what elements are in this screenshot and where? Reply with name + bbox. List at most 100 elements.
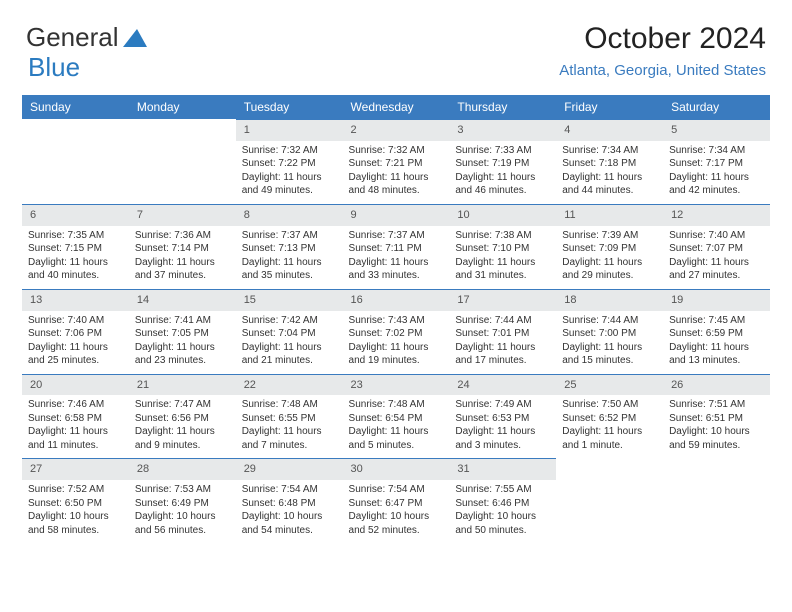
day-cell xyxy=(556,458,663,543)
day-number: 1 xyxy=(236,119,343,141)
day-body: Sunrise: 7:53 AMSunset: 6:49 PMDaylight:… xyxy=(129,480,236,543)
day-cell: 13Sunrise: 7:40 AMSunset: 7:06 PMDayligh… xyxy=(22,289,129,374)
day-cell: 28Sunrise: 7:53 AMSunset: 6:49 PMDayligh… xyxy=(129,458,236,543)
day-body: Sunrise: 7:55 AMSunset: 6:46 PMDaylight:… xyxy=(449,480,556,543)
day-number: 4 xyxy=(556,119,663,141)
day-cell: 24Sunrise: 7:49 AMSunset: 6:53 PMDayligh… xyxy=(449,374,556,459)
logo-text2: Blue xyxy=(28,52,80,83)
day-cell xyxy=(663,458,770,543)
week-row: 1Sunrise: 7:32 AMSunset: 7:22 PMDaylight… xyxy=(22,119,770,204)
day-number: 12 xyxy=(663,204,770,226)
day-cell xyxy=(22,119,129,204)
day-number: 11 xyxy=(556,204,663,226)
logo: General xyxy=(26,22,147,53)
day-cell: 17Sunrise: 7:44 AMSunset: 7:01 PMDayligh… xyxy=(449,289,556,374)
day-header: Thursday xyxy=(449,95,556,119)
day-header: Friday xyxy=(556,95,663,119)
day-cell: 11Sunrise: 7:39 AMSunset: 7:09 PMDayligh… xyxy=(556,204,663,289)
month-title: October 2024 xyxy=(559,22,766,56)
day-body: Sunrise: 7:46 AMSunset: 6:58 PMDaylight:… xyxy=(22,395,129,458)
day-body: Sunrise: 7:38 AMSunset: 7:10 PMDaylight:… xyxy=(449,226,556,289)
day-cell: 18Sunrise: 7:44 AMSunset: 7:00 PMDayligh… xyxy=(556,289,663,374)
day-body: Sunrise: 7:33 AMSunset: 7:19 PMDaylight:… xyxy=(449,141,556,204)
day-cell: 5Sunrise: 7:34 AMSunset: 7:17 PMDaylight… xyxy=(663,119,770,204)
day-number: 10 xyxy=(449,204,556,226)
day-number: 21 xyxy=(129,374,236,396)
day-number: 17 xyxy=(449,289,556,311)
day-body: Sunrise: 7:39 AMSunset: 7:09 PMDaylight:… xyxy=(556,226,663,289)
day-number: 7 xyxy=(129,204,236,226)
day-cell: 10Sunrise: 7:38 AMSunset: 7:10 PMDayligh… xyxy=(449,204,556,289)
day-number: 26 xyxy=(663,374,770,396)
day-cell: 20Sunrise: 7:46 AMSunset: 6:58 PMDayligh… xyxy=(22,374,129,459)
day-cell xyxy=(129,119,236,204)
week-row: 20Sunrise: 7:46 AMSunset: 6:58 PMDayligh… xyxy=(22,374,770,459)
title-block: October 2024 Atlanta, Georgia, United St… xyxy=(559,22,766,79)
day-cell: 3Sunrise: 7:33 AMSunset: 7:19 PMDaylight… xyxy=(449,119,556,204)
day-body: Sunrise: 7:45 AMSunset: 6:59 PMDaylight:… xyxy=(663,311,770,374)
day-body: Sunrise: 7:48 AMSunset: 6:55 PMDaylight:… xyxy=(236,395,343,458)
day-cell: 15Sunrise: 7:42 AMSunset: 7:04 PMDayligh… xyxy=(236,289,343,374)
day-number: 24 xyxy=(449,374,556,396)
day-number: 2 xyxy=(343,119,450,141)
day-body: Sunrise: 7:44 AMSunset: 7:00 PMDaylight:… xyxy=(556,311,663,374)
day-body: Sunrise: 7:36 AMSunset: 7:14 PMDaylight:… xyxy=(129,226,236,289)
day-body: Sunrise: 7:54 AMSunset: 6:48 PMDaylight:… xyxy=(236,480,343,543)
day-number: 15 xyxy=(236,289,343,311)
day-cell: 4Sunrise: 7:34 AMSunset: 7:18 PMDaylight… xyxy=(556,119,663,204)
day-cell: 14Sunrise: 7:41 AMSunset: 7:05 PMDayligh… xyxy=(129,289,236,374)
day-number: 13 xyxy=(22,289,129,311)
logo-text1: General xyxy=(26,22,119,53)
day-number: 3 xyxy=(449,119,556,141)
day-body: Sunrise: 7:34 AMSunset: 7:17 PMDaylight:… xyxy=(663,141,770,204)
day-cell: 9Sunrise: 7:37 AMSunset: 7:11 PMDaylight… xyxy=(343,204,450,289)
day-cell: 7Sunrise: 7:36 AMSunset: 7:14 PMDaylight… xyxy=(129,204,236,289)
day-cell: 22Sunrise: 7:48 AMSunset: 6:55 PMDayligh… xyxy=(236,374,343,459)
day-body: Sunrise: 7:48 AMSunset: 6:54 PMDaylight:… xyxy=(343,395,450,458)
calendar-body: 1Sunrise: 7:32 AMSunset: 7:22 PMDaylight… xyxy=(22,119,770,543)
day-number: 5 xyxy=(663,119,770,141)
day-cell: 23Sunrise: 7:48 AMSunset: 6:54 PMDayligh… xyxy=(343,374,450,459)
week-row: 13Sunrise: 7:40 AMSunset: 7:06 PMDayligh… xyxy=(22,289,770,374)
day-cell: 8Sunrise: 7:37 AMSunset: 7:13 PMDaylight… xyxy=(236,204,343,289)
day-body: Sunrise: 7:52 AMSunset: 6:50 PMDaylight:… xyxy=(22,480,129,543)
location-text: Atlanta, Georgia, United States xyxy=(559,62,766,79)
day-number: 29 xyxy=(236,458,343,480)
day-body: Sunrise: 7:32 AMSunset: 7:22 PMDaylight:… xyxy=(236,141,343,204)
day-header: Monday xyxy=(129,95,236,119)
day-number: 25 xyxy=(556,374,663,396)
day-cell: 19Sunrise: 7:45 AMSunset: 6:59 PMDayligh… xyxy=(663,289,770,374)
day-number: 23 xyxy=(343,374,450,396)
calendar-head: SundayMondayTuesdayWednesdayThursdayFrid… xyxy=(22,95,770,119)
day-body: Sunrise: 7:44 AMSunset: 7:01 PMDaylight:… xyxy=(449,311,556,374)
day-number: 31 xyxy=(449,458,556,480)
week-row: 27Sunrise: 7:52 AMSunset: 6:50 PMDayligh… xyxy=(22,458,770,543)
day-body: Sunrise: 7:42 AMSunset: 7:04 PMDaylight:… xyxy=(236,311,343,374)
day-cell: 27Sunrise: 7:52 AMSunset: 6:50 PMDayligh… xyxy=(22,458,129,543)
day-cell: 16Sunrise: 7:43 AMSunset: 7:02 PMDayligh… xyxy=(343,289,450,374)
day-cell: 31Sunrise: 7:55 AMSunset: 6:46 PMDayligh… xyxy=(449,458,556,543)
day-number: 30 xyxy=(343,458,450,480)
day-cell: 12Sunrise: 7:40 AMSunset: 7:07 PMDayligh… xyxy=(663,204,770,289)
day-number: 19 xyxy=(663,289,770,311)
day-cell: 6Sunrise: 7:35 AMSunset: 7:15 PMDaylight… xyxy=(22,204,129,289)
day-body: Sunrise: 7:50 AMSunset: 6:52 PMDaylight:… xyxy=(556,395,663,458)
day-body: Sunrise: 7:40 AMSunset: 7:07 PMDaylight:… xyxy=(663,226,770,289)
day-body: Sunrise: 7:35 AMSunset: 7:15 PMDaylight:… xyxy=(22,226,129,289)
day-cell: 26Sunrise: 7:51 AMSunset: 6:51 PMDayligh… xyxy=(663,374,770,459)
day-body: Sunrise: 7:54 AMSunset: 6:47 PMDaylight:… xyxy=(343,480,450,543)
day-number: 16 xyxy=(343,289,450,311)
day-body: Sunrise: 7:34 AMSunset: 7:18 PMDaylight:… xyxy=(556,141,663,204)
day-number: 14 xyxy=(129,289,236,311)
day-cell: 25Sunrise: 7:50 AMSunset: 6:52 PMDayligh… xyxy=(556,374,663,459)
day-body: Sunrise: 7:37 AMSunset: 7:13 PMDaylight:… xyxy=(236,226,343,289)
logo-triangle-icon xyxy=(123,29,147,47)
day-number: 18 xyxy=(556,289,663,311)
day-cell: 21Sunrise: 7:47 AMSunset: 6:56 PMDayligh… xyxy=(129,374,236,459)
day-header: Wednesday xyxy=(343,95,450,119)
day-number: 9 xyxy=(343,204,450,226)
day-cell: 1Sunrise: 7:32 AMSunset: 7:22 PMDaylight… xyxy=(236,119,343,204)
day-header: Tuesday xyxy=(236,95,343,119)
day-body: Sunrise: 7:49 AMSunset: 6:53 PMDaylight:… xyxy=(449,395,556,458)
day-cell: 30Sunrise: 7:54 AMSunset: 6:47 PMDayligh… xyxy=(343,458,450,543)
